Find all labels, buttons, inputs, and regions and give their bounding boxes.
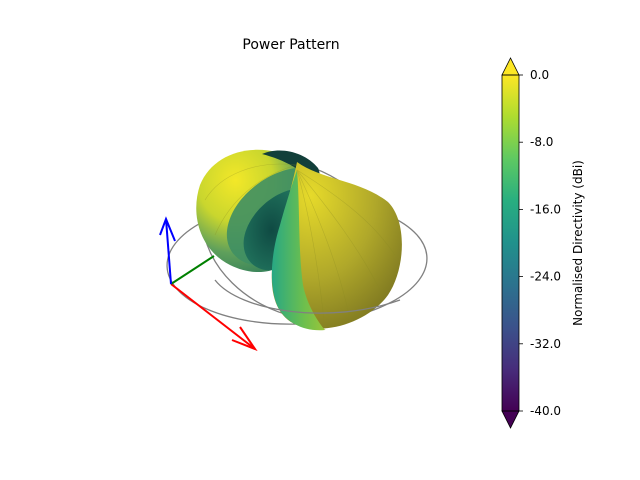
facet-line: [214, 164, 298, 236]
colorbar-tick-label: -32.0: [530, 337, 561, 351]
y-axis-arrow: [170, 255, 215, 285]
reference-ring-front: [214, 279, 401, 314]
colorbar-ticks: 0.0 -8.0 -16.0 -24.0 -32.0 -40.0: [519, 68, 561, 418]
radiation-surface: [196, 149, 402, 331]
z-axis-arrow: [165, 218, 172, 285]
z-axis-arrowhead: [159, 216, 176, 242]
facet-line: [296, 169, 396, 256]
colorbar-tick-label: -8.0: [530, 135, 553, 149]
colorbar-extend-bottom: [501, 410, 520, 429]
x-axis-arrow: [170, 283, 256, 350]
axis-arrows: [159, 216, 258, 352]
colorbar-tick-label: -16.0: [530, 202, 561, 216]
colorbar-gradient: [502, 75, 519, 411]
colorbar-tick-label: -40.0: [530, 404, 561, 418]
colorbar-extend-top: [501, 57, 520, 76]
colorbar-tick-label: 0.0: [530, 68, 549, 82]
colorbar: 0.0 -8.0 -16.0 -24.0 -32.0 -40.0 Normalised D…: [501, 57, 585, 429]
right-lobe: [271, 162, 402, 329]
chart-title: Power Pattern: [242, 37, 339, 53]
facet-line: [204, 163, 298, 201]
x-axis-arrowhead: [231, 326, 258, 352]
top-null: [262, 150, 320, 185]
colorbar-label: Normalised Directivity (dBi): [571, 160, 585, 326]
facet-line: [296, 169, 351, 321]
right-lobe-inner: [271, 170, 325, 331]
colorbar-tick-label: -24.0: [530, 270, 561, 284]
facet-line: [296, 169, 381, 291]
colorbar-frame: [501, 74, 520, 412]
